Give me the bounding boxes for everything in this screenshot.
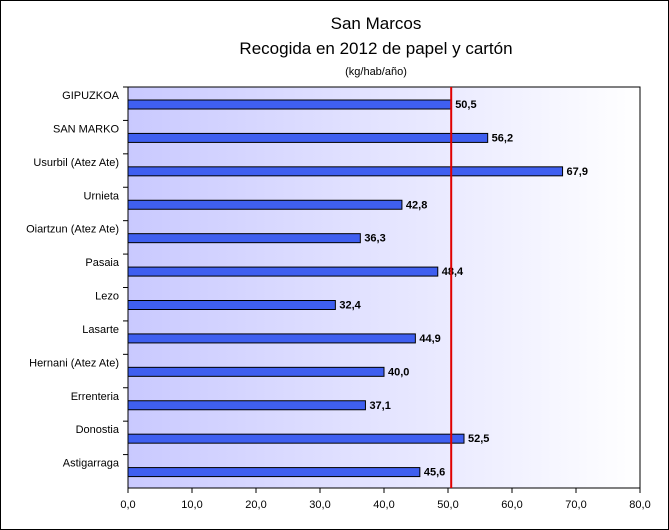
bar xyxy=(127,400,366,411)
x-tick-label: 0,0 xyxy=(120,499,135,511)
category-label: Urnieta xyxy=(84,190,120,202)
category-label: SAN MARKO xyxy=(53,123,119,135)
plot-area xyxy=(127,86,641,489)
data-label: 44,9 xyxy=(419,333,440,345)
x-tick-label: 80,0 xyxy=(629,499,650,511)
category-label: GIPUZKOA xyxy=(62,90,120,102)
data-label: 50,5 xyxy=(455,99,476,111)
data-label: 40,0 xyxy=(388,366,409,378)
data-label: 48,4 xyxy=(442,266,464,278)
bar xyxy=(127,300,336,310)
chart-title: San Marcos xyxy=(331,14,422,33)
category-label: Lezo xyxy=(95,291,119,303)
data-label: 45,6 xyxy=(424,467,445,479)
x-tick-label: 40,0 xyxy=(373,499,394,511)
data-label: 56,2 xyxy=(492,132,513,144)
category-label: Hernani (Atez Ate) xyxy=(29,357,119,369)
bar xyxy=(127,366,385,377)
category-label: Usurbil (Atez Ate) xyxy=(33,157,119,169)
x-axis: 0,0 10,0 20,0 30,0 40,0 50,0 60,0 70,0 80,0 xyxy=(120,86,651,511)
x-tick-label: 20,0 xyxy=(245,499,266,511)
bar xyxy=(127,132,489,143)
category-label: Errenteria xyxy=(71,391,120,403)
data-label: 36,3 xyxy=(364,233,385,245)
category-labels: GIPUZKOA SAN MARKO Usurbil (Atez Ate) Urnie… xyxy=(26,90,120,470)
bar xyxy=(127,333,416,344)
category-label: Donostia xyxy=(76,424,120,436)
x-tick-label: 10,0 xyxy=(181,499,202,511)
category-label: Oiartzun (Atez Ate) xyxy=(26,224,119,236)
data-label: 32,4 xyxy=(339,300,361,312)
value-labels: 50,5 56,2 67,9 42,8 36,3 48,4 32,4 44,9 40,0 37,1… xyxy=(339,99,588,479)
bars-layer xyxy=(127,99,564,478)
x-tick-label: 30,0 xyxy=(309,499,330,511)
chart-units: (kg/hab/año) xyxy=(345,66,407,78)
bar xyxy=(127,266,439,277)
x-tick-label: 50,0 xyxy=(437,499,458,511)
data-label: 42,8 xyxy=(406,199,427,211)
chart-subtitle: Recogida en 2012 de papel y cartón xyxy=(239,39,512,58)
bar xyxy=(127,166,564,177)
data-label: 37,1 xyxy=(369,400,390,412)
category-label: Astigarraga xyxy=(63,458,120,470)
data-label: 52,5 xyxy=(468,433,489,445)
bar xyxy=(127,99,452,110)
bar xyxy=(127,233,361,244)
x-tick-label: 70,0 xyxy=(565,499,586,511)
category-label: Pasaia xyxy=(85,257,120,269)
bar xyxy=(127,199,403,210)
x-tick-label: 60,0 xyxy=(501,499,522,511)
bar xyxy=(127,467,421,478)
data-label: 67,9 xyxy=(567,166,588,178)
bar xyxy=(127,433,465,444)
category-label: Lasarte xyxy=(82,324,119,336)
